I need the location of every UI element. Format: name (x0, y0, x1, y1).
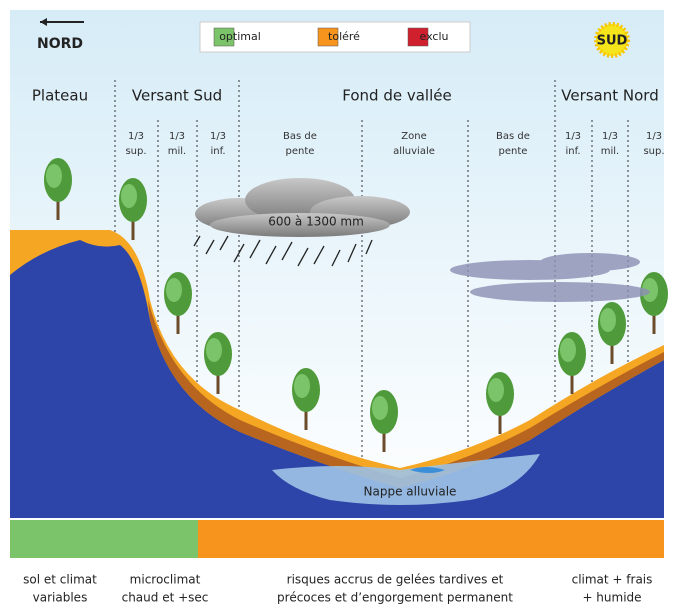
zone-heading: Versant Nord (561, 87, 658, 105)
subzone-label: inf. (565, 146, 580, 157)
zone-description: microclimat (130, 573, 201, 587)
zone-heading: Fond de vallée (342, 87, 451, 105)
zone-description: chaud et +sec (122, 591, 209, 605)
legend-label: toléré (328, 30, 360, 43)
zone-description: risques accrus de gelées tardives et (287, 573, 504, 587)
subzone-label: 1/3 (128, 131, 144, 142)
subzone-label: mil. (601, 146, 619, 157)
subzone-label: 1/3 (602, 131, 618, 142)
zone-heading: Versant Sud (132, 87, 222, 105)
subzone-label: 1/3 (210, 131, 226, 142)
subzone-label: sup. (125, 146, 146, 157)
north-label: NORD (37, 36, 83, 52)
zone-description: précoces et d’engorgement permanent (277, 591, 513, 605)
subzone-label: sup. (643, 146, 664, 157)
zone-description: sol et climat (23, 573, 97, 587)
subzone-label: 1/3 (565, 131, 581, 142)
subzone-label: 1/3 (169, 131, 185, 142)
rainfall-label: 600 à 1300 mm (268, 215, 364, 229)
aquifer-label: Nappe alluviale (364, 485, 457, 499)
legend-label: exclu (420, 30, 449, 43)
zone-description: climat + frais (572, 573, 653, 587)
subzone-label: 1/3 (646, 131, 662, 142)
subzone-label: alluviale (393, 146, 435, 157)
legend-label: optimal (219, 30, 261, 43)
diagram: NORD SUD optimal toléré exclu Nappe alluvi… (0, 0, 674, 612)
tolerated-band (198, 520, 664, 558)
optimal-band (10, 520, 198, 558)
south-label: SUD (597, 34, 628, 49)
subzone-label: pente (499, 146, 528, 157)
zone-description: + humide (582, 591, 641, 605)
subzone-label: Zone (401, 131, 426, 142)
subzone-label: pente (286, 146, 315, 157)
subzone-label: Bas de (283, 131, 317, 142)
zone-heading: Plateau (32, 87, 88, 105)
subzone-label: inf. (210, 146, 225, 157)
subzone-label: Bas de (496, 131, 530, 142)
zone-description: variables (33, 591, 88, 605)
subzone-label: mil. (168, 146, 186, 157)
